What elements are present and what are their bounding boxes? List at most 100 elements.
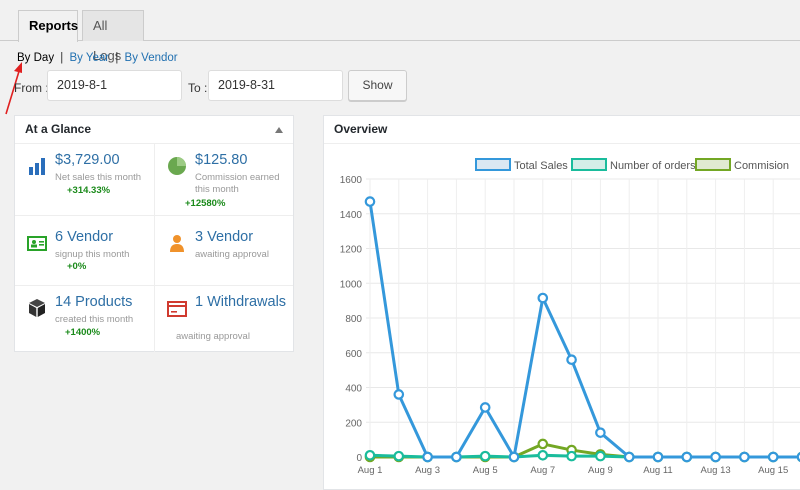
from-date-input[interactable]: 2019-8-1	[47, 70, 182, 101]
y-tick-label: 400	[345, 384, 362, 395]
products-value: 14 Products	[55, 294, 133, 310]
data-point	[537, 449, 549, 461]
red-arrow-annotation	[5, 62, 22, 115]
net-sales-growth: +314.33%	[67, 185, 111, 196]
by-vendor-link[interactable]: By Vendor	[124, 52, 178, 64]
vendor-awaiting-stat: 3 Vendor awaiting approval	[167, 229, 292, 279]
legend-swatch	[695, 158, 731, 171]
legend-swatch	[571, 158, 607, 171]
nav-separator: |	[115, 52, 119, 64]
box-icon	[29, 299, 45, 317]
withdrawals-caption: awaiting approval	[176, 331, 250, 342]
legend-label: Commision	[734, 160, 789, 172]
products-caption: created this month	[55, 314, 134, 325]
by-year-link[interactable]: By Year	[69, 52, 110, 64]
data-point	[623, 451, 635, 463]
vendor-signup-value: 6 Vendor	[55, 229, 114, 245]
x-tick-label: Aug 1	[358, 465, 383, 476]
collapse-toggle-icon[interactable]	[275, 127, 283, 133]
glance-title: At a Glance	[25, 122, 92, 136]
from-label: From :	[14, 81, 49, 95]
y-tick-label: 1600	[340, 175, 363, 186]
overview-panel: Overview 0 200 400 600 800 1000 1200 1400 1600 Au…	[323, 115, 800, 490]
products-growth: +1400%	[65, 327, 101, 338]
tab-bar: Reports All Logs	[0, 0, 800, 63]
net-sales-stat: $3,729.00 Net sales this month +314.33%	[27, 152, 152, 212]
x-tick-label: Aug 15	[758, 465, 788, 476]
commission-value: $125.80	[195, 152, 248, 168]
data-point	[595, 450, 606, 462]
data-point	[422, 451, 433, 463]
products-stat: 14 Products created this month +1400%	[27, 294, 152, 349]
y-tick-label: 200	[345, 418, 362, 429]
data-point	[710, 451, 721, 463]
data-point	[364, 196, 376, 207]
data-point	[767, 451, 779, 463]
data-point	[479, 402, 491, 413]
legend-label: Total Sales	[514, 160, 568, 172]
commission-stat: $125.80 Commission earned this month +12…	[167, 152, 292, 212]
glance-divider	[15, 215, 293, 216]
data-point	[739, 451, 750, 463]
data-point	[508, 451, 520, 463]
report-period-nav: By Day | By Year | By Vendor	[17, 52, 178, 64]
data-point	[681, 451, 693, 463]
data-point	[566, 354, 577, 365]
x-tick-label: Aug 7	[530, 465, 555, 476]
y-tick-label: 800	[345, 314, 362, 325]
nav-separator: |	[60, 52, 64, 64]
data-point	[479, 450, 491, 462]
series-line-total-sales	[368, 201, 800, 459]
show-button[interactable]: Show	[348, 70, 407, 101]
data-point	[566, 450, 577, 462]
to-date-input[interactable]: 2019-8-31	[208, 70, 343, 101]
person-icon	[170, 235, 184, 252]
withdraw-icon	[167, 301, 187, 317]
glance-divider	[15, 285, 293, 286]
commission-growth: +12580%	[185, 198, 226, 209]
by-day-link[interactable]: By Day	[17, 52, 55, 64]
withdrawals-stat: 1 Withdrawals awaiting approval	[167, 294, 292, 349]
data-point	[537, 438, 549, 450]
x-tick-label: Aug 13	[701, 465, 731, 476]
tab-reports[interactable]: Reports	[18, 10, 78, 42]
overview-title: Overview	[324, 116, 800, 144]
to-label: To :	[188, 81, 208, 95]
y-tick-label: 600	[345, 349, 362, 360]
data-point	[796, 452, 800, 462]
data-point	[393, 450, 405, 462]
legend-label: Number of orders	[610, 160, 696, 172]
y-tick-label: 1000	[340, 279, 363, 290]
overview-line-chart: 0 200 400 600 800 1000 1200 1400 1600 Aug 1 Aug 3 A…	[340, 158, 800, 476]
y-tick-label: 1400	[340, 210, 363, 221]
vendor-awaiting-value: 3 Vendor	[195, 229, 254, 245]
withdrawals-value: 1 Withdrawals	[195, 294, 287, 310]
id-card-icon	[27, 236, 47, 251]
data-point	[393, 389, 405, 400]
net-sales-caption: Net sales this month	[55, 172, 142, 183]
pie-chart-icon	[168, 157, 186, 175]
glance-header[interactable]: At a Glance	[15, 116, 293, 144]
data-point	[451, 451, 462, 463]
y-tick-label: 0	[356, 453, 362, 464]
glance-divider	[154, 144, 155, 352]
commission-caption: Commission earned this month	[195, 172, 280, 195]
data-point	[652, 451, 664, 463]
data-point	[364, 449, 376, 461]
vendor-signup-growth: +0%	[67, 261, 87, 272]
legend-swatch	[475, 158, 511, 171]
at-a-glance-panel: At a Glance $3,729.00 Net sales this mon…	[14, 115, 294, 352]
net-sales-value: $3,729.00	[55, 152, 120, 168]
tab-all-logs[interactable]: All Logs	[82, 10, 144, 63]
bar-chart-icon	[29, 158, 45, 175]
x-tick-label: Aug 9	[588, 465, 613, 476]
x-tick-label: Aug 5	[473, 465, 498, 476]
x-tick-label: Aug 3	[415, 465, 440, 476]
y-tick-label: 1200	[340, 245, 363, 256]
vendor-signup-caption: signup this month	[55, 249, 130, 260]
x-tick-label: Aug 11	[643, 465, 672, 476]
data-point	[595, 427, 606, 438]
vendor-awaiting-caption: awaiting approval	[195, 249, 269, 260]
data-point	[537, 292, 549, 304]
vendor-signup-stat: 6 Vendor signup this month +0%	[27, 229, 152, 279]
